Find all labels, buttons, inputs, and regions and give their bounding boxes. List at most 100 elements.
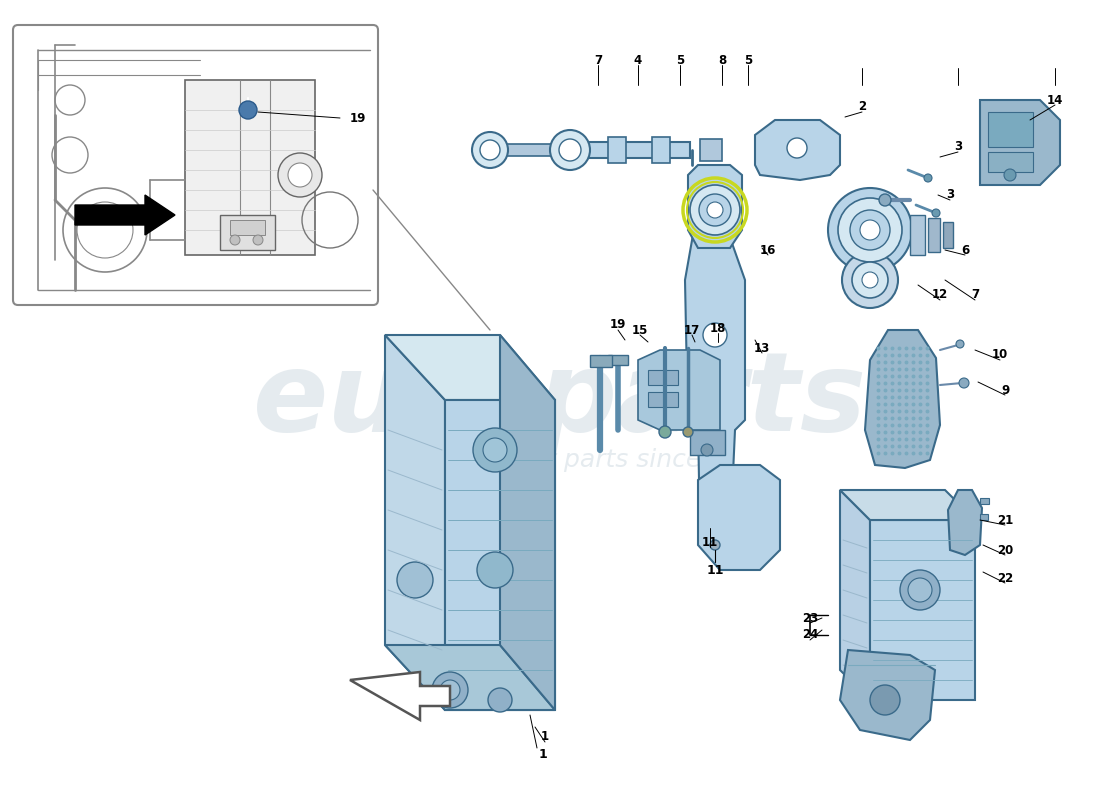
Text: a passion for parts since...: a passion for parts since...	[395, 448, 725, 472]
Bar	[490, 144, 572, 156]
Circle shape	[397, 562, 433, 598]
Text: 14: 14	[1047, 94, 1064, 106]
Text: 15: 15	[631, 323, 648, 337]
Circle shape	[472, 132, 508, 168]
Circle shape	[862, 272, 878, 288]
Circle shape	[850, 210, 890, 250]
Bar	[185, 80, 315, 255]
Polygon shape	[948, 490, 982, 555]
Polygon shape	[840, 650, 935, 740]
Circle shape	[683, 427, 693, 437]
Circle shape	[550, 130, 590, 170]
Circle shape	[959, 378, 969, 388]
Bar	[690, 430, 725, 455]
Circle shape	[786, 138, 807, 158]
Bar	[230, 220, 265, 235]
Polygon shape	[870, 520, 975, 700]
Bar	[943, 222, 953, 248]
Circle shape	[659, 426, 671, 438]
Text: 3: 3	[946, 189, 954, 202]
Polygon shape	[685, 195, 745, 548]
Circle shape	[288, 163, 312, 187]
Polygon shape	[350, 672, 450, 720]
Circle shape	[473, 428, 517, 472]
Circle shape	[480, 140, 501, 160]
Circle shape	[860, 220, 880, 240]
Text: 3: 3	[954, 141, 962, 154]
Bar	[608, 355, 628, 365]
Bar	[910, 215, 925, 255]
Text: 19: 19	[350, 111, 366, 125]
Circle shape	[932, 209, 940, 217]
Bar	[220, 215, 275, 250]
Polygon shape	[638, 350, 721, 430]
Text: 24: 24	[802, 629, 818, 642]
Circle shape	[703, 323, 727, 347]
Bar	[648, 370, 678, 385]
Polygon shape	[75, 195, 175, 235]
Polygon shape	[446, 400, 556, 710]
Text: 22: 22	[997, 571, 1013, 585]
Text: 13: 13	[754, 342, 770, 354]
Polygon shape	[840, 490, 870, 700]
Text: 2: 2	[858, 101, 866, 114]
Bar	[988, 112, 1033, 147]
Text: 23: 23	[802, 611, 818, 625]
Text: 7: 7	[594, 54, 602, 66]
Bar	[980, 514, 988, 520]
Bar	[590, 355, 612, 367]
FancyBboxPatch shape	[13, 25, 378, 305]
Polygon shape	[840, 490, 975, 520]
Circle shape	[559, 139, 581, 161]
Text: 16: 16	[760, 243, 777, 257]
Text: 18: 18	[710, 322, 726, 334]
Polygon shape	[385, 645, 556, 710]
Text: 11: 11	[706, 563, 724, 577]
Circle shape	[483, 438, 507, 462]
Text: 9: 9	[1001, 383, 1009, 397]
Text: 12: 12	[932, 289, 948, 302]
Circle shape	[698, 194, 732, 226]
Text: europarts: europarts	[253, 346, 867, 454]
Text: 19: 19	[609, 318, 626, 331]
Circle shape	[432, 672, 468, 708]
Text: 10: 10	[992, 349, 1008, 362]
Circle shape	[956, 340, 964, 348]
Circle shape	[924, 174, 932, 182]
Circle shape	[908, 578, 932, 602]
Circle shape	[900, 570, 940, 610]
Text: 4: 4	[634, 54, 642, 66]
Polygon shape	[865, 330, 940, 468]
Polygon shape	[500, 335, 556, 710]
Circle shape	[842, 252, 898, 308]
Bar	[700, 139, 722, 161]
Polygon shape	[755, 120, 840, 180]
Circle shape	[879, 194, 891, 206]
Bar	[648, 392, 678, 407]
Text: 20: 20	[997, 543, 1013, 557]
Polygon shape	[385, 335, 446, 710]
Text: 11: 11	[702, 535, 718, 549]
Bar	[608, 137, 626, 163]
Text: 7: 7	[971, 289, 979, 302]
Text: 8: 8	[718, 54, 726, 66]
Circle shape	[852, 262, 888, 298]
Circle shape	[488, 688, 512, 712]
Text: 21: 21	[997, 514, 1013, 526]
Circle shape	[253, 235, 263, 245]
Circle shape	[707, 202, 723, 218]
Circle shape	[440, 680, 460, 700]
Circle shape	[477, 552, 513, 588]
Bar	[652, 137, 670, 163]
Polygon shape	[385, 335, 556, 400]
Text: 6: 6	[961, 243, 969, 257]
Circle shape	[1004, 169, 1016, 181]
Circle shape	[230, 235, 240, 245]
Circle shape	[838, 198, 902, 262]
Bar	[928, 218, 940, 252]
Text: 5: 5	[675, 54, 684, 66]
Circle shape	[870, 685, 900, 715]
Text: 5: 5	[744, 54, 752, 66]
Circle shape	[828, 188, 912, 272]
Circle shape	[710, 540, 720, 550]
